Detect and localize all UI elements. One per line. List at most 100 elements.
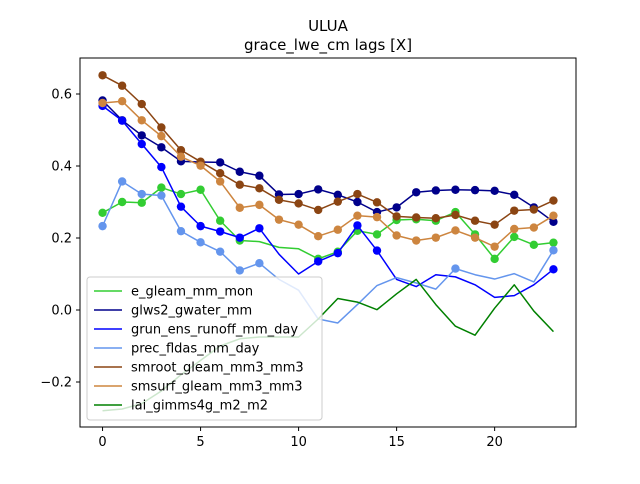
data-point-glws2_gwater_mm-8 [255, 171, 264, 180]
data-point-smroot_gleam_mm3_mm3-1 [117, 81, 127, 90]
data-point-smsurf_gleam_mm3_mm3-23 [549, 211, 558, 220]
data-point-e_gleam_mm_mon-5 [196, 185, 205, 194]
y-tick-label: −0.2 [40, 376, 72, 391]
data-point-glws2_gwater_mm-17 [431, 186, 441, 195]
data-point-smsurf_gleam_mm3_mm3-1 [117, 97, 127, 106]
legend-label: glws2_gwater_mm [131, 304, 252, 319]
data-point-e_gleam_mm_mon-20 [490, 254, 499, 264]
data-point-smroot_gleam_mm3_mm3-21 [510, 206, 519, 215]
data-point-smsurf_gleam_mm3_mm3-15 [392, 231, 401, 240]
x-tick-label: 5 [196, 435, 204, 450]
series-smroot_gleam_mm3_mm3 [98, 71, 558, 229]
data-point-grun_ens_runoff_mm_day-7 [235, 233, 244, 242]
data-point-smsurf_gleam_mm3_mm3-22 [529, 223, 539, 232]
data-point-smroot_gleam_mm3_mm3-17 [431, 214, 441, 223]
data-point-smsurf_gleam_mm3_mm3-11 [314, 232, 323, 241]
data-point-smroot_gleam_mm3_mm3-2 [137, 99, 146, 109]
series-grun_ens_runoff_mm_day [98, 101, 558, 299]
data-point-smroot_gleam_mm3_mm3-6 [215, 169, 225, 178]
data-point-smroot_gleam_mm3_mm3-18 [451, 210, 460, 220]
data-point-grun_ens_runoff_mm_day-23 [549, 265, 558, 274]
legend-item-glws2_gwater_mm: glws2_gwater_mm [94, 304, 252, 319]
data-point-e_gleam_mm_mon-14 [372, 230, 382, 239]
y-tick-label: 0.6 [51, 88, 72, 103]
y-tick-label: 0.2 [51, 232, 72, 247]
data-point-prec_fldas_mm_day-2 [137, 189, 146, 199]
data-point-e_gleam_mm_mon-3 [157, 183, 166, 192]
y-tick-label: 0.4 [51, 160, 72, 175]
data-point-prec_fldas_mm_day-7 [235, 266, 244, 275]
data-point-smsurf_gleam_mm3_mm3-0 [98, 98, 107, 108]
data-point-smsurf_gleam_mm3_mm3-12 [333, 225, 342, 234]
data-point-glws2_gwater_mm-21 [510, 190, 519, 199]
data-point-glws2_gwater_mm-2 [137, 131, 146, 140]
data-point-smsurf_gleam_mm3_mm3-21 [510, 224, 519, 234]
data-point-smroot_gleam_mm3_mm3-19 [470, 216, 480, 225]
data-point-smroot_gleam_mm3_mm3-10 [294, 199, 303, 208]
y-tick-label: 0.0 [51, 304, 72, 319]
data-point-smroot_gleam_mm3_mm3-3 [157, 123, 166, 132]
data-point-smsurf_gleam_mm3_mm3-4 [176, 152, 186, 161]
data-point-e_gleam_mm_mon-2 [137, 198, 146, 207]
legend: e_gleam_mm_mon glws2_gwater_mm grun_ens_ru… [86, 276, 323, 421]
data-point-prec_fldas_mm_day-8 [255, 259, 264, 268]
data-point-smroot_gleam_mm3_mm3-15 [392, 212, 401, 221]
data-point-e_gleam_mm_mon-4 [176, 189, 186, 199]
series-smsurf_gleam_mm3_mm3 [98, 97, 558, 251]
data-point-glws2_gwater_mm-20 [490, 186, 499, 196]
data-point-smroot_gleam_mm3_mm3-11 [314, 205, 323, 215]
data-point-smsurf_gleam_mm3_mm3-18 [451, 226, 460, 235]
data-point-prec_fldas_mm_day-4 [176, 226, 186, 236]
data-point-glws2_gwater_mm-3 [157, 143, 166, 152]
data-point-smroot_gleam_mm3_mm3-12 [333, 197, 342, 206]
data-point-e_gleam_mm_mon-23 [549, 238, 558, 247]
data-point-glws2_gwater_mm-6 [215, 158, 225, 167]
data-point-smroot_gleam_mm3_mm3-20 [490, 220, 499, 229]
data-point-grun_ens_runoff_mm_day-6 [215, 227, 225, 236]
data-point-prec_fldas_mm_day-0 [98, 221, 107, 231]
data-point-grun_ens_runoff_mm_day-1 [117, 116, 127, 125]
legend-item-prec_fldas_mm_day: prec_fldas_mm_day [94, 342, 260, 357]
legend-label: smroot_gleam_mm3_mm3 [131, 361, 304, 376]
data-point-grun_ens_runoff_mm_day-8 [255, 224, 264, 233]
data-point-smroot_gleam_mm3_mm3-16 [412, 213, 421, 222]
data-point-smsurf_gleam_mm3_mm3-14 [372, 212, 382, 222]
data-point-glws2_gwater_mm-23 [549, 217, 558, 226]
data-point-smsurf_gleam_mm3_mm3-5 [196, 161, 205, 170]
data-point-smsurf_gleam_mm3_mm3-16 [412, 236, 421, 245]
data-point-smsurf_gleam_mm3_mm3-20 [490, 242, 499, 251]
data-point-smroot_gleam_mm3_mm3-8 [255, 184, 264, 193]
legend-label: grun_ens_runoff_mm_day [131, 323, 298, 338]
data-point-grun_ens_runoff_mm_day-13 [353, 221, 362, 230]
data-point-glws2_gwater_mm-16 [412, 188, 421, 197]
data-point-grun_ens_runoff_mm_day-3 [157, 162, 166, 172]
data-point-grun_ens_runoff_mm_day-14 [372, 246, 382, 255]
data-point-smroot_gleam_mm3_mm3-14 [372, 198, 382, 207]
data-point-grun_ens_runoff_mm_day-5 [196, 221, 205, 231]
data-point-glws2_gwater_mm-12 [333, 190, 342, 199]
x-tick-label: 20 [486, 435, 503, 450]
chart-subtitle: grace_lwe_cm lags [X] [244, 36, 412, 55]
legend-item-smroot_gleam_mm3_mm3: smroot_gleam_mm3_mm3 [94, 361, 304, 376]
data-point-glws2_gwater_mm-19 [470, 185, 480, 195]
data-point-prec_fldas_mm_day-3 [157, 191, 166, 200]
data-point-smsurf_gleam_mm3_mm3-6 [215, 177, 225, 186]
data-point-glws2_gwater_mm-13 [353, 197, 362, 207]
data-point-e_gleam_mm_mon-0 [98, 208, 107, 217]
plot-frame [79, 57, 577, 428]
x-tick-label: 0 [98, 435, 106, 450]
series-line-grun_ens_runoff_mm_day [102, 105, 554, 299]
data-point-smroot_gleam_mm3_mm3-7 [235, 180, 244, 189]
data-point-grun_ens_runoff_mm_day-2 [137, 139, 146, 149]
data-point-e_gleam_mm_mon-1 [117, 197, 127, 207]
data-point-smroot_gleam_mm3_mm3-9 [274, 195, 284, 205]
data-point-grun_ens_runoff_mm_day-12 [333, 248, 342, 258]
data-point-glws2_gwater_mm-7 [235, 167, 244, 176]
data-point-glws2_gwater_mm-18 [451, 185, 460, 194]
legend-item-lai_gimms4g_m2_m2: lai_gimms4g_m2_m2 [94, 399, 268, 414]
data-point-e_gleam_mm_mon-22 [529, 240, 539, 250]
data-point-prec_fldas_mm_day-18 [451, 264, 460, 273]
data-point-smsurf_gleam_mm3_mm3-19 [470, 233, 480, 242]
